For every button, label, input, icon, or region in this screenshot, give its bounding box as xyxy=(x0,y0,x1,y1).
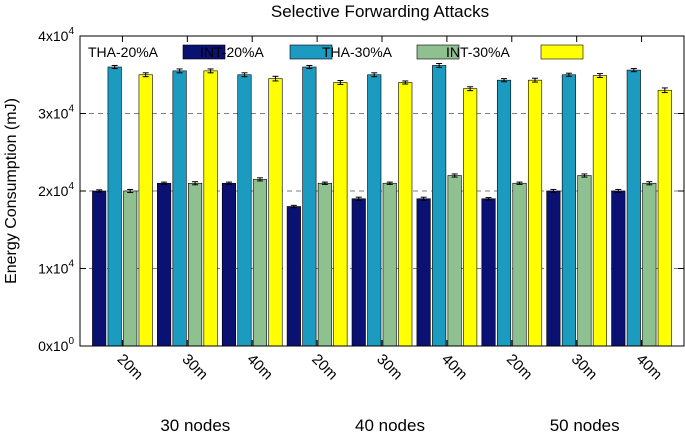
bar xyxy=(398,82,413,347)
x-tick-label: 20m xyxy=(308,351,341,384)
legend-label: INT-30%A xyxy=(446,44,510,60)
bar xyxy=(286,206,301,347)
x-tick-label: 30m xyxy=(568,351,601,384)
y-ticks: 0x100 1x104 2x104 3x104 4x104 xyxy=(38,26,684,354)
bar xyxy=(447,175,462,347)
bar xyxy=(92,190,107,347)
bar xyxy=(657,89,672,347)
bar xyxy=(188,182,203,347)
y-tick-label: 4x104 xyxy=(38,26,74,44)
bar xyxy=(221,182,237,347)
bar xyxy=(252,179,268,347)
bar xyxy=(138,74,153,347)
y-tick-label: 0x100 xyxy=(38,336,74,354)
bar xyxy=(123,190,138,347)
bar xyxy=(561,74,576,347)
bar xyxy=(592,75,607,347)
bar xyxy=(367,74,382,347)
bar xyxy=(107,66,122,347)
bar xyxy=(432,65,447,347)
bar xyxy=(351,198,366,347)
bar xyxy=(382,182,397,347)
group-label: 30 nodes xyxy=(160,416,230,435)
x-tick-label: 20m xyxy=(503,351,536,384)
x-tick-label: 30m xyxy=(179,351,212,384)
x-tick-label: 40m xyxy=(633,351,666,384)
bars xyxy=(92,63,672,347)
bar xyxy=(546,190,561,347)
bar xyxy=(481,198,496,347)
y-tick-label: 2x104 xyxy=(38,181,74,199)
legend-swatch xyxy=(416,44,460,60)
legend-label: THA-20%A xyxy=(88,44,159,60)
legend-label: THA-30%A xyxy=(322,44,393,60)
y-tick-label: 1x104 xyxy=(38,259,74,277)
group-label: 50 nodes xyxy=(550,416,620,435)
bar xyxy=(577,175,592,347)
bar xyxy=(237,74,252,347)
bar xyxy=(496,79,512,347)
legend: THA-20%A INT-20%A THA-30%A INT-30%A xyxy=(88,44,584,60)
y-axis-label: Energy Consumption (mJ) xyxy=(3,98,20,284)
group-label: 40 nodes xyxy=(355,416,425,435)
bar xyxy=(333,82,348,347)
bar xyxy=(172,70,187,347)
x-tick-label: 40m xyxy=(243,351,276,384)
group-labels: 30 nodes 40 nodes 50 nodes xyxy=(160,416,619,435)
bar xyxy=(611,190,626,347)
y-tick-label: 3x104 xyxy=(38,104,74,122)
bar xyxy=(463,88,478,347)
bar xyxy=(157,182,172,347)
legend-swatch xyxy=(182,44,226,60)
x-tick-label: 20m xyxy=(114,351,147,384)
x-tick-label: 30m xyxy=(373,351,406,384)
bar xyxy=(527,79,543,347)
bar xyxy=(203,70,218,347)
bar xyxy=(317,182,332,347)
bar xyxy=(268,78,283,347)
legend-swatch xyxy=(289,44,333,60)
chart-title: Selective Forwarding Attacks xyxy=(271,2,489,21)
bar xyxy=(512,182,527,347)
bar xyxy=(642,182,657,347)
legend-label: INT-20%A xyxy=(200,44,264,60)
legend-swatch xyxy=(540,44,584,60)
bar xyxy=(626,69,641,347)
x-tick-label: 40m xyxy=(438,351,471,384)
bar xyxy=(416,198,431,347)
bar xyxy=(302,66,317,347)
